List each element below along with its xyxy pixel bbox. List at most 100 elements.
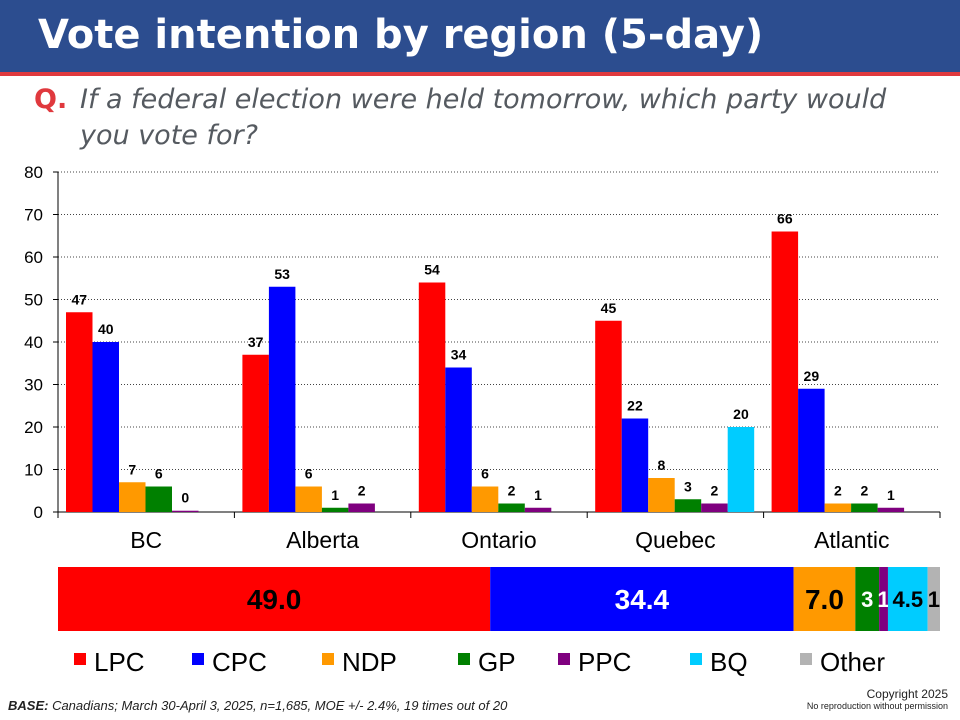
- bar-cpc: [621, 418, 649, 512]
- y-tick-label: 50: [24, 291, 43, 310]
- data-label: 53: [274, 266, 290, 282]
- stacked-label: 1: [928, 587, 940, 612]
- x-tick-label: Quebec: [635, 527, 716, 553]
- copyright: Copyright 2025 No reproduction without p…: [807, 688, 948, 712]
- bar-lpc: [66, 312, 93, 512]
- stacked-label: 49.0: [247, 584, 302, 615]
- data-label: 34: [451, 347, 467, 363]
- bar-gp: [851, 503, 878, 512]
- data-label: 3: [684, 478, 692, 494]
- bar-ppc: [877, 507, 905, 512]
- stacked-label: 7.0: [805, 584, 844, 615]
- legend-swatch-bq: [690, 653, 702, 665]
- legend-swatch-ndp: [322, 653, 334, 665]
- y-tick-label: 30: [24, 376, 43, 395]
- data-label: 2: [358, 483, 366, 499]
- data-label: 66: [777, 211, 793, 227]
- y-tick-label: 0: [34, 503, 43, 522]
- y-tick-label: 10: [24, 461, 43, 480]
- x-tick-label: Ontario: [461, 527, 536, 553]
- footer-base: BASE: Canadians; March 30-April 3, 2025,…: [8, 698, 507, 713]
- bar-lpc: [771, 231, 799, 512]
- legend-label: PPC: [578, 647, 631, 677]
- stacked-label: 1: [877, 587, 889, 612]
- data-label: 37: [248, 334, 264, 350]
- legend-label: NDP: [342, 647, 397, 677]
- base-label: BASE:: [8, 698, 49, 713]
- bar-gp: [321, 507, 349, 512]
- x-tick-label: BC: [130, 527, 162, 553]
- legend-label: LPC: [94, 647, 145, 677]
- stacked-label: 4.5: [893, 587, 924, 612]
- bar-ndp: [295, 486, 322, 512]
- bar-cpc: [445, 367, 472, 512]
- x-tick-label: Atlantic: [814, 527, 889, 553]
- legend-swatch-other: [800, 653, 812, 665]
- data-label: 8: [658, 457, 666, 473]
- y-tick-label: 40: [24, 333, 43, 352]
- bar-bq: [727, 427, 755, 512]
- legend-label: GP: [478, 647, 516, 677]
- bar-ndp: [119, 482, 146, 512]
- y-tick-label: 80: [24, 163, 43, 182]
- data-label: 7: [128, 461, 136, 477]
- data-label: 54: [424, 262, 440, 278]
- bar-gp: [674, 499, 702, 512]
- data-label: 1: [534, 487, 542, 503]
- bar-lpc: [595, 320, 622, 512]
- legend-label: BQ: [710, 647, 748, 677]
- data-label: 6: [155, 466, 163, 482]
- bar-ndp: [648, 478, 675, 512]
- bar-ndp: [824, 503, 852, 512]
- data-label: 1: [887, 487, 895, 503]
- data-label: 0: [181, 490, 189, 506]
- y-tick-label: 60: [24, 248, 43, 267]
- bar-lpc: [242, 354, 269, 512]
- bar-ppc: [701, 503, 728, 512]
- stacked-label: 3: [861, 587, 873, 612]
- bar-gp: [145, 486, 172, 512]
- stacked-segment-cpc: [490, 567, 794, 631]
- base-text: Canadians; March 30-April 3, 2025, n=1,6…: [48, 698, 508, 713]
- data-label: 40: [98, 321, 114, 337]
- stacked-segment-ndp: [793, 567, 856, 631]
- legend-swatch-lpc: [74, 653, 86, 665]
- data-label: 2: [711, 483, 719, 499]
- bar-ppc: [524, 507, 552, 512]
- data-label: 2: [860, 483, 868, 499]
- bar-ppc: [172, 510, 199, 512]
- x-tick-label: Alberta: [286, 527, 359, 553]
- question-label: Q.: [34, 84, 68, 115]
- data-label: 20: [733, 406, 749, 422]
- bar-cpc: [92, 342, 119, 512]
- bar-ppc: [348, 503, 375, 512]
- bar-lpc: [418, 282, 446, 512]
- legend-swatch-cpc: [192, 653, 204, 665]
- header-bar: Vote intention by region (5-day): [0, 0, 960, 76]
- copyright-text: Copyright 2025: [866, 687, 948, 701]
- legend-swatch-gp: [458, 653, 470, 665]
- data-label: 6: [305, 466, 313, 482]
- data-label: 2: [834, 483, 842, 499]
- bar-ndp: [471, 486, 499, 512]
- data-label: 29: [804, 368, 820, 384]
- legend-label: Other: [820, 647, 885, 677]
- bar-gp: [498, 503, 525, 512]
- question-text: If a federal election were held tomorrow…: [80, 84, 887, 151]
- stacked-segment-gp: [855, 567, 880, 631]
- stacked-segment-bq: [887, 567, 928, 631]
- stacked-segment-lpc: [58, 567, 491, 631]
- bar-cpc: [268, 286, 296, 512]
- no-reproduction-text: No reproduction without permission: [806, 701, 948, 711]
- stacked-segment-ppc: [879, 567, 888, 631]
- y-tick-label: 70: [24, 206, 43, 225]
- legend-swatch-ppc: [558, 653, 570, 665]
- data-label: 1: [331, 487, 339, 503]
- data-label: 45: [601, 300, 617, 316]
- stacked-segment-other: [927, 567, 940, 631]
- stacked-label: 34.4: [615, 584, 670, 615]
- data-label: 22: [627, 398, 643, 414]
- data-label: 2: [508, 483, 516, 499]
- data-label: 6: [481, 466, 489, 482]
